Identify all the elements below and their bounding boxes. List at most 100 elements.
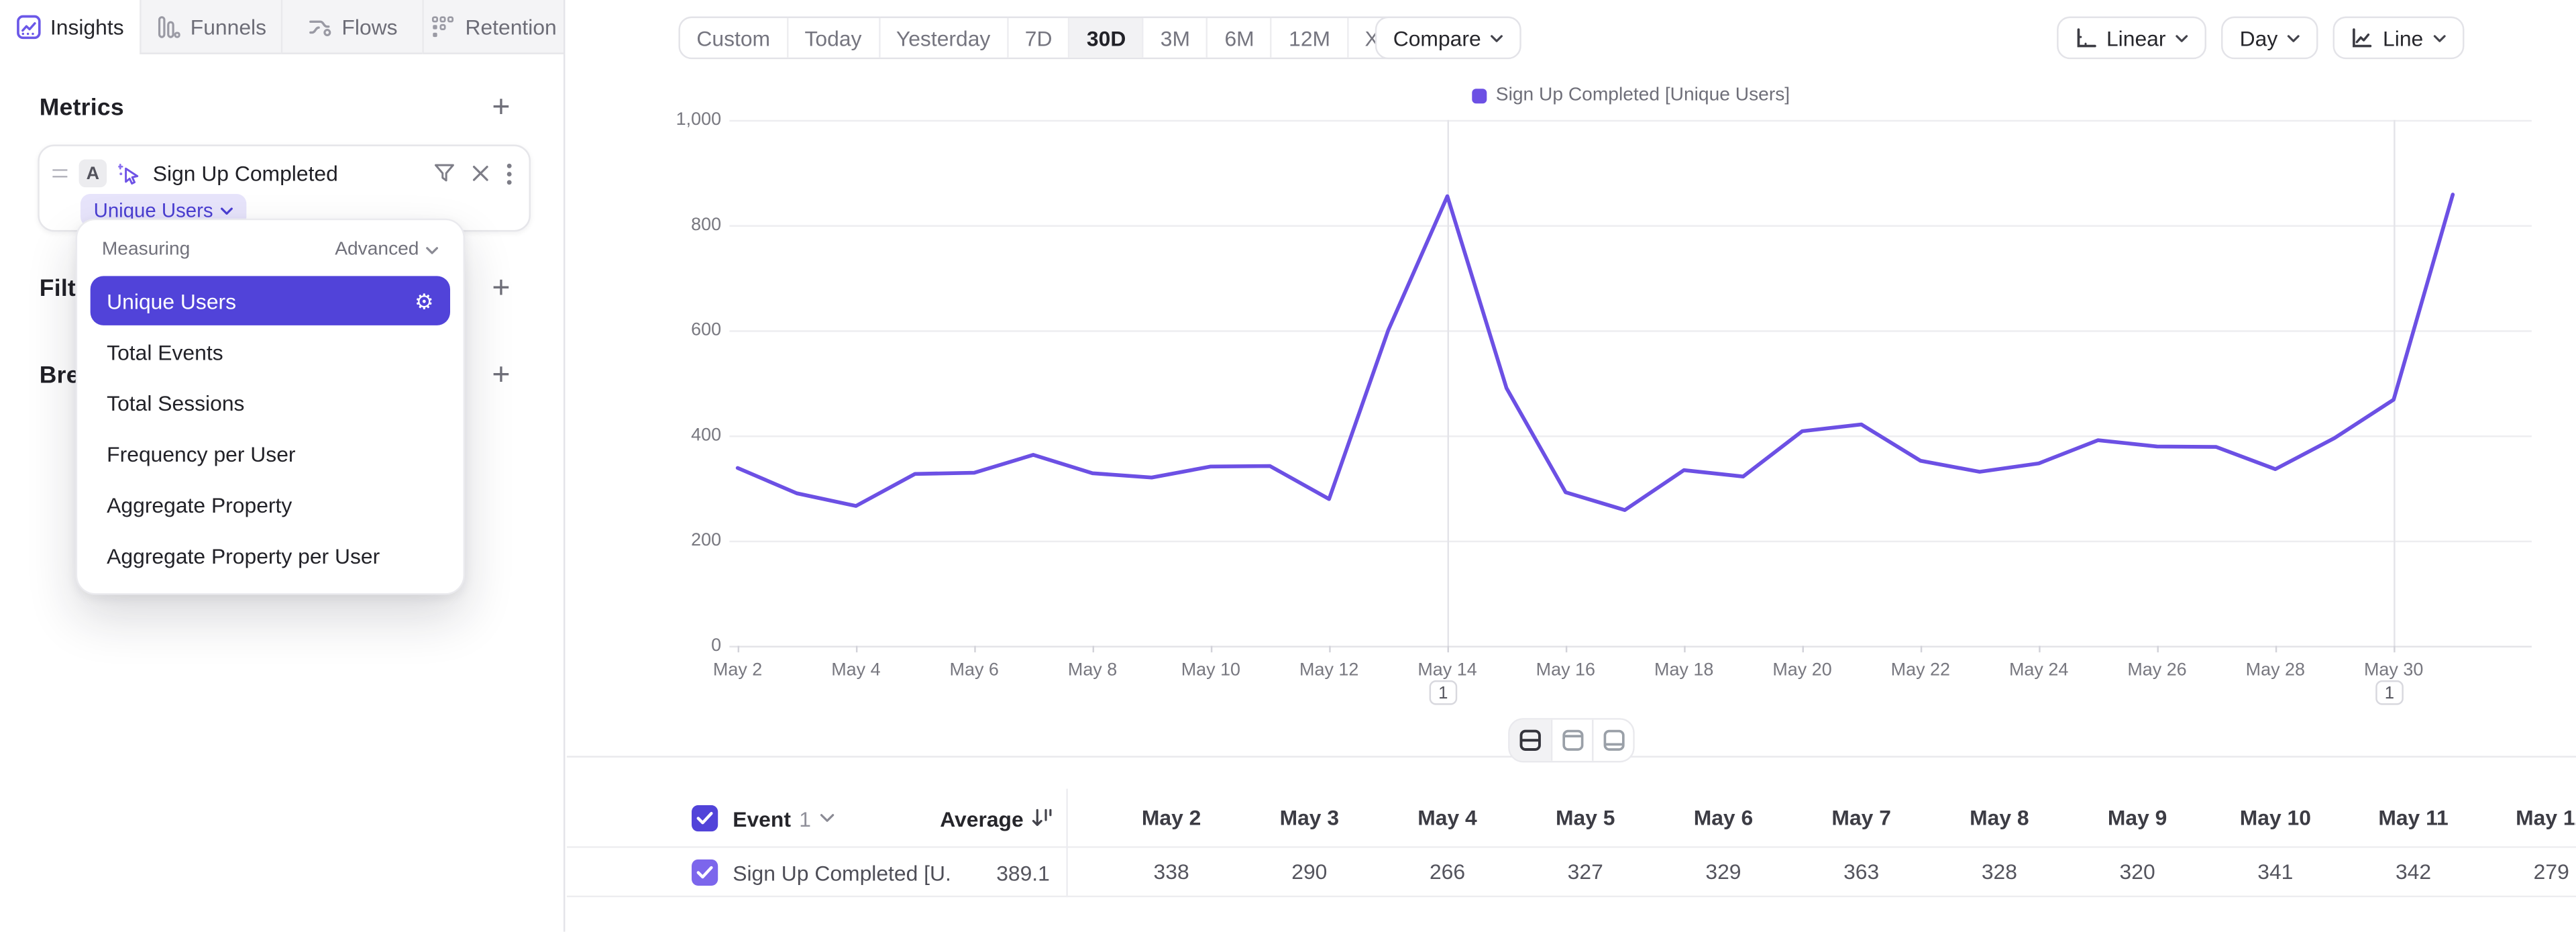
column-separator bbox=[1066, 788, 1068, 898]
add-filter-button[interactable]: + bbox=[492, 270, 511, 305]
average-header-label: Average bbox=[940, 806, 1024, 831]
date-range-button[interactable]: Yesterday bbox=[879, 17, 1009, 58]
date-column-header: May 8 bbox=[1970, 805, 2029, 830]
date-range-button[interactable]: Today bbox=[788, 17, 880, 58]
x-tick-mark bbox=[737, 645, 740, 653]
gridline bbox=[729, 645, 2532, 648]
add-metric-button[interactable]: + bbox=[492, 89, 511, 124]
date-range-button[interactable]: 7D bbox=[1008, 17, 1071, 58]
compare-button[interactable]: Compare bbox=[1375, 16, 1522, 60]
measuring-label: Measuring bbox=[101, 240, 191, 260]
date-column-header: May 7 bbox=[1831, 805, 1891, 830]
add-breakdown-button[interactable]: + bbox=[492, 357, 511, 393]
x-tick-mark bbox=[1447, 645, 1450, 653]
x-tick-label: May 18 bbox=[1654, 660, 1714, 680]
gear-icon[interactable]: ⚙ bbox=[414, 288, 434, 313]
scale-selector-button[interactable]: Linear bbox=[2057, 16, 2207, 60]
annotation-badge[interactable]: 1 bbox=[1429, 680, 1457, 705]
gridline bbox=[729, 540, 2532, 543]
x-tick-label: May 2 bbox=[712, 660, 763, 680]
x-tick-mark bbox=[1329, 645, 1331, 653]
date-range-button[interactable]: 6M bbox=[1208, 17, 1273, 58]
metric-event-name: Sign Up Completed bbox=[152, 161, 338, 186]
scale-label: Linear bbox=[2106, 25, 2166, 50]
main-panel: Custom Today bbox=[566, 0, 2576, 932]
x-tick-mark bbox=[855, 645, 858, 653]
date-range-label: 3M bbox=[1160, 25, 1191, 50]
row-value-cell: 266 bbox=[1429, 859, 1466, 884]
measuring-menu-item[interactable]: Aggregate Property per User ⚙ bbox=[91, 531, 450, 580]
interval-selector-button[interactable]: Day bbox=[2221, 16, 2319, 60]
annotation-gridline bbox=[2394, 119, 2396, 646]
layout-top-view-button[interactable] bbox=[1550, 719, 1593, 761]
row-value-cell: 290 bbox=[1291, 859, 1328, 884]
event-header-label: Event bbox=[733, 806, 791, 831]
layout-bottom-view-button[interactable] bbox=[1592, 719, 1633, 761]
x-tick-label: May 6 bbox=[949, 660, 999, 680]
row-value-cell: 363 bbox=[1843, 859, 1880, 884]
measuring-menu-item[interactable]: Unique Users ⚙ bbox=[90, 276, 451, 325]
select-all-checkbox[interactable] bbox=[692, 805, 718, 832]
date-column-header: May 10 bbox=[2239, 805, 2311, 830]
annotation-badge[interactable]: 1 bbox=[2375, 680, 2404, 705]
date-range-group: Custom Today bbox=[678, 16, 1426, 60]
row-checkbox[interactable] bbox=[692, 859, 718, 886]
row-value-cell: 327 bbox=[1567, 859, 1603, 884]
average-column-header[interactable]: Average bbox=[863, 789, 1053, 848]
x-tick-mark bbox=[1565, 645, 1568, 653]
legend-swatch bbox=[1471, 88, 1487, 103]
x-tick-label: May 12 bbox=[1299, 660, 1359, 680]
measuring-menu-item[interactable]: Aggregate Property ⚙ bbox=[91, 480, 450, 529]
compare-label: Compare bbox=[1393, 25, 1481, 50]
remove-metric-icon[interactable] bbox=[472, 164, 490, 183]
measure-pill-label: Unique Users bbox=[93, 199, 213, 222]
measuring-menu-item[interactable]: Total Sessions ⚙ bbox=[91, 378, 450, 427]
date-range-button[interactable]: Custom bbox=[680, 17, 789, 58]
tab-insights[interactable]: Insights bbox=[0, 0, 140, 54]
measuring-mode-label: Advanced bbox=[335, 240, 419, 260]
linear-axis-icon bbox=[2075, 27, 2097, 48]
row-values: 338 290 266 327 329 363 328 320 341 342 279 bbox=[1068, 848, 2576, 896]
chart-type-selector-button[interactable]: Line bbox=[2333, 16, 2465, 60]
gridline bbox=[729, 225, 2532, 227]
more-options-kebab-icon[interactable] bbox=[506, 162, 513, 185]
date-range-button[interactable]: 12M bbox=[1273, 17, 1349, 58]
x-tick-mark bbox=[1684, 645, 1686, 653]
date-range-label: 6M bbox=[1224, 25, 1254, 50]
chevron-down-icon bbox=[819, 813, 834, 823]
menu-item-label: Aggregate Property per User bbox=[107, 543, 380, 568]
date-range-button[interactable]: 30D bbox=[1070, 17, 1144, 58]
event-column-header[interactable]: Event 1 bbox=[733, 789, 834, 848]
layout-toggle-group bbox=[1508, 718, 1635, 763]
tab-funnels[interactable]: Funnels bbox=[140, 0, 281, 54]
x-tick-mark bbox=[1210, 645, 1213, 653]
tab-flows[interactable]: Flows bbox=[280, 0, 423, 54]
date-range-button[interactable]: 3M bbox=[1144, 17, 1208, 58]
x-tick-label: May 30 bbox=[2363, 660, 2424, 680]
x-tick-label: May 16 bbox=[1536, 660, 1596, 680]
measuring-menu-item[interactable]: Total Events ⚙ bbox=[91, 327, 450, 376]
tab-retention[interactable]: Retention bbox=[422, 0, 564, 54]
date-column-header: May 2 bbox=[1141, 805, 1201, 830]
date-range-label: Custom bbox=[696, 25, 771, 50]
layout-split-view-button[interactable] bbox=[1509, 719, 1551, 761]
retention-dots-icon bbox=[431, 14, 455, 39]
drag-handle-icon[interactable] bbox=[52, 169, 68, 178]
line-chart-icon bbox=[2352, 27, 2373, 48]
x-tick-mark bbox=[974, 645, 976, 653]
x-tick-label: May 14 bbox=[1417, 660, 1477, 680]
x-tick-mark bbox=[1092, 645, 1095, 653]
row-event-name: Sign Up Completed [U... bbox=[733, 860, 950, 885]
y-tick-label: 800 bbox=[691, 215, 722, 236]
date-column-header: May 5 bbox=[1555, 805, 1615, 830]
measuring-menu-item[interactable]: Frequency per User ⚙ bbox=[91, 429, 450, 478]
sidebar: Insights Funnels Flows bbox=[0, 0, 566, 932]
autocapture-event-icon bbox=[118, 162, 141, 185]
row-value-cell: 342 bbox=[2395, 859, 2432, 884]
flows-wave-icon bbox=[307, 14, 332, 39]
results-table: Event 1 Average May 2 May 3 May 4 May 5 May … bbox=[566, 788, 2576, 898]
row-average-value: 389.1 bbox=[996, 860, 1050, 885]
measuring-mode-selector[interactable]: Advanced bbox=[335, 240, 439, 260]
filter-funnel-icon[interactable] bbox=[434, 162, 455, 184]
row-value-cell: 279 bbox=[2533, 859, 2569, 884]
